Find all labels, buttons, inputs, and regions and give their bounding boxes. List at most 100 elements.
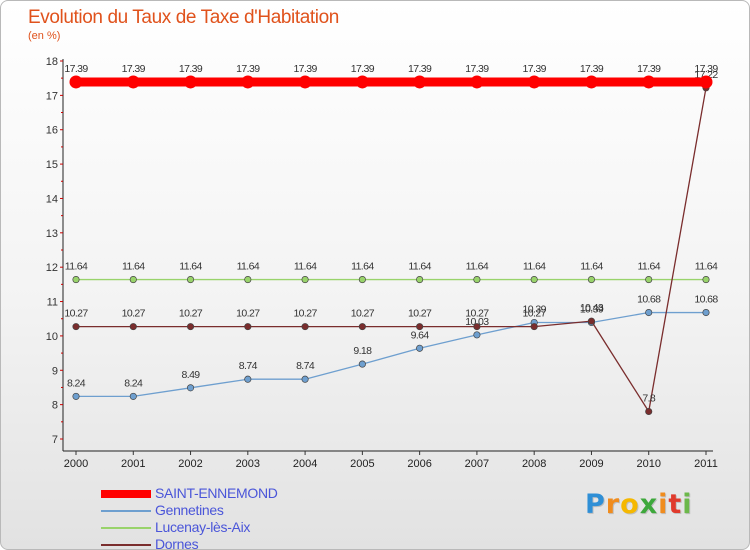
data-point (72, 276, 80, 284)
data-label: 10.27 (523, 308, 547, 320)
data-label: 17.39 (637, 63, 661, 75)
logo-letter: i (682, 489, 693, 520)
data-label: 11.64 (580, 261, 603, 273)
data-label: 10.27 (64, 308, 88, 320)
y-tick-label: 7 (52, 434, 58, 446)
data-point (72, 392, 80, 400)
data-label: 10.39 (523, 304, 547, 316)
x-tick-label: 2000 (64, 458, 88, 470)
x-tick-label: 2006 (407, 458, 431, 470)
data-point (642, 75, 656, 89)
y-tick-label: 18 (46, 56, 58, 68)
logo-letter: t (668, 489, 683, 520)
data-label: 10.27 (236, 308, 260, 320)
legend-label: Gennetines (155, 502, 224, 518)
legend-label: Dornes (155, 536, 199, 550)
data-point (244, 323, 252, 331)
data-point (527, 75, 541, 89)
y-tick-label: 13 (46, 228, 58, 240)
y-tick-label: 8 (52, 400, 58, 412)
legend-swatch (101, 527, 151, 529)
data-label: 10.43 (580, 302, 604, 314)
data-label: 9.64 (411, 329, 430, 341)
data-label: 10.27 (122, 308, 146, 320)
x-tick-label: 2007 (465, 458, 489, 470)
data-label: 17.39 (408, 63, 432, 75)
x-tick-label: 2011 (694, 458, 718, 470)
legend-swatch (101, 510, 151, 512)
data-point (129, 276, 137, 284)
data-point (416, 276, 424, 284)
data-label: 8.49 (182, 369, 201, 381)
data-label: 10.39 (580, 304, 604, 316)
data-label: 17.39 (465, 63, 489, 75)
series-line (75, 311, 707, 398)
x-tick-label: 2003 (236, 458, 260, 470)
data-label: 17.39 (694, 63, 718, 75)
data-label: 10.27 (351, 308, 375, 320)
data-point (416, 323, 424, 331)
data-label: 17.39 (580, 63, 604, 75)
series-lucenay-l-s-aix: 11.64 11.64 11.64 11.64 11.64 11.64 11.64 11.64… (65, 261, 719, 284)
legend-swatch (101, 544, 151, 546)
data-point (358, 323, 366, 331)
data-label: 11.64 (523, 261, 546, 273)
data-label: 8.74 (296, 360, 315, 372)
data-point (530, 276, 538, 284)
data-point (584, 75, 598, 89)
data-point (186, 323, 195, 331)
data-label: 8.24 (67, 377, 86, 389)
y-tick-label: 9 (52, 365, 58, 377)
data-label: 17.39 (64, 63, 88, 75)
chart-title: Evolution du Taux de Taxe d'Habitation (28, 7, 339, 28)
series-saint-ennemond: 17.39 17.39 17.39 17.39 17.39 17.39 17.39 17.39… (64, 63, 719, 89)
y-tick-label: 16 (46, 125, 58, 137)
data-label: 17.39 (293, 63, 317, 75)
data-label: 10.27 (408, 308, 432, 320)
data-label: 17.39 (236, 63, 260, 75)
data-label: 10.03 (465, 316, 489, 328)
data-point (184, 75, 198, 89)
data-label: 10.68 (637, 294, 661, 306)
data-point (355, 75, 369, 89)
x-tick-label: 2010 (636, 458, 660, 470)
logo-letter: r (605, 489, 621, 520)
data-point (473, 323, 481, 331)
data-label: 17.39 (179, 63, 203, 75)
logo-letter: P (585, 489, 606, 520)
data-point (645, 308, 653, 317)
data-point (301, 276, 309, 284)
data-label: 8.74 (239, 360, 258, 372)
y-tick-label: 15 (46, 159, 58, 171)
data-label: 11.64 (351, 261, 374, 273)
x-tick-label: 2001 (121, 458, 145, 470)
data-point (129, 323, 137, 331)
data-label: 11.64 (179, 261, 202, 273)
logo-letter: x (639, 489, 659, 520)
data-point (301, 375, 309, 383)
data-point (473, 331, 481, 339)
data-point (645, 407, 653, 416)
x-tick-label: 2009 (579, 458, 603, 470)
data-point (473, 276, 481, 284)
data-label: 11.64 (294, 261, 317, 273)
data-label: 17.39 (523, 63, 547, 75)
data-label: 10.27 (465, 308, 489, 320)
legend-label: Lucenay-lès-Aix (155, 519, 251, 535)
data-point (416, 344, 424, 352)
data-point (129, 392, 137, 400)
data-point (699, 75, 713, 89)
data-label: 10.27 (179, 308, 203, 320)
series-line (75, 87, 707, 413)
data-point (358, 360, 366, 368)
data-label: 17.39 (351, 63, 375, 75)
data-point (241, 75, 255, 89)
y-tick-label: 12 (46, 262, 58, 274)
data-point (126, 75, 140, 89)
data-label: 11.64 (408, 261, 431, 273)
data-point (470, 75, 484, 89)
data-label: 11.64 (65, 261, 88, 273)
